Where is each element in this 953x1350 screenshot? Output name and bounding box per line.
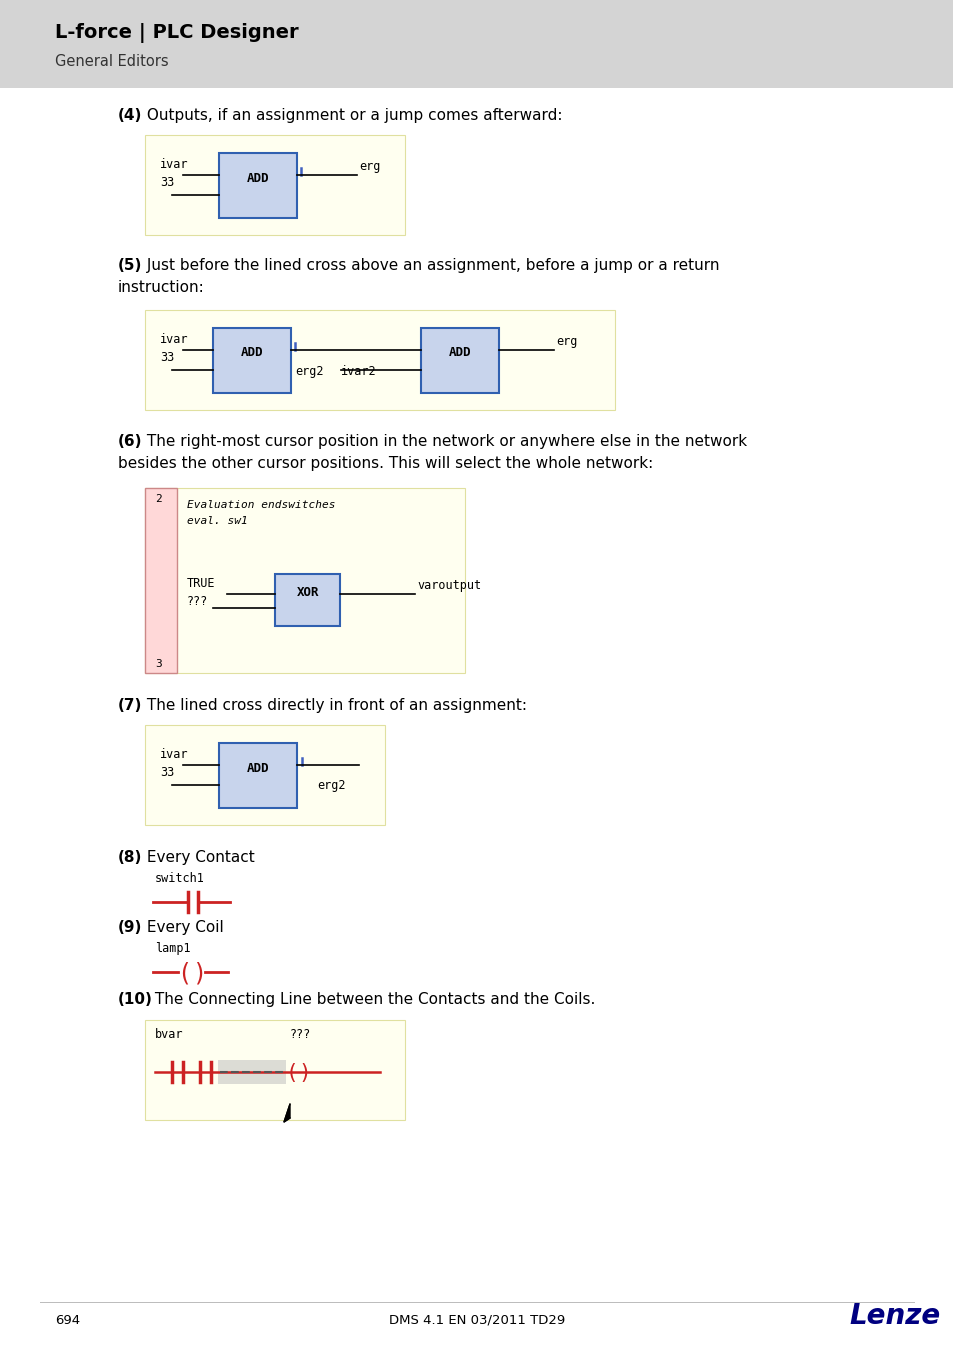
Text: (9): (9) xyxy=(118,919,142,936)
Text: erg2: erg2 xyxy=(316,779,345,792)
Text: Evaluation endswitches: Evaluation endswitches xyxy=(187,500,335,510)
Text: (10): (10) xyxy=(118,992,152,1007)
Text: Lenze: Lenze xyxy=(848,1301,940,1330)
Bar xyxy=(213,328,291,393)
Bar xyxy=(219,153,296,217)
Text: ivar: ivar xyxy=(160,158,189,171)
Text: The lined cross directly in front of an assignment:: The lined cross directly in front of an … xyxy=(142,698,527,713)
Text: (5): (5) xyxy=(118,258,142,273)
Text: ): ) xyxy=(192,961,206,986)
Text: erg2: erg2 xyxy=(294,364,323,378)
Text: L-force | PLC Designer: L-force | PLC Designer xyxy=(55,23,298,43)
Text: eval. sw1: eval. sw1 xyxy=(187,516,248,526)
Text: ???: ??? xyxy=(187,595,208,608)
Text: ): ) xyxy=(297,1062,311,1083)
Bar xyxy=(145,135,405,235)
Text: varoutput: varoutput xyxy=(417,579,481,593)
Text: 2: 2 xyxy=(155,494,162,504)
Text: 33: 33 xyxy=(160,176,174,189)
Text: DMS 4.1 EN 03/2011 TD29: DMS 4.1 EN 03/2011 TD29 xyxy=(389,1314,564,1327)
Text: ivar: ivar xyxy=(160,748,189,761)
Text: lamp1: lamp1 xyxy=(154,942,191,954)
Text: Every Coil: Every Coil xyxy=(142,919,224,936)
Text: 694: 694 xyxy=(55,1314,80,1327)
Bar xyxy=(145,725,385,825)
Text: 3: 3 xyxy=(155,659,162,670)
Text: (: ( xyxy=(286,1062,298,1083)
Polygon shape xyxy=(284,1104,290,1122)
Text: ADD: ADD xyxy=(240,347,263,359)
Text: General Editors: General Editors xyxy=(55,54,169,69)
Text: bvar: bvar xyxy=(154,1027,183,1041)
Text: 33: 33 xyxy=(160,351,174,364)
Text: erg: erg xyxy=(556,335,577,348)
Text: XOR: XOR xyxy=(296,586,319,599)
Bar xyxy=(218,1060,286,1084)
Bar xyxy=(420,328,498,393)
Text: ivar: ivar xyxy=(160,333,189,346)
Bar xyxy=(275,574,340,626)
Text: ADD: ADD xyxy=(448,347,471,359)
Text: TRUE: TRUE xyxy=(187,576,215,590)
Text: (7): (7) xyxy=(118,698,142,713)
Text: The right-most cursor position in the network or anywhere else in the network: The right-most cursor position in the ne… xyxy=(142,433,747,450)
Bar xyxy=(145,487,177,674)
Bar xyxy=(219,743,296,807)
Text: (8): (8) xyxy=(118,850,142,865)
Text: Just before the lined cross above an assignment, before a jump or a return: Just before the lined cross above an ass… xyxy=(142,258,720,273)
Text: 33: 33 xyxy=(160,765,174,779)
Text: Outputs, if an assignment or a jump comes afterward:: Outputs, if an assignment or a jump come… xyxy=(142,108,562,123)
Text: (: ( xyxy=(177,961,191,986)
Text: Every Contact: Every Contact xyxy=(142,850,255,865)
Text: The Connecting Line between the Contacts and the Coils.: The Connecting Line between the Contacts… xyxy=(150,992,595,1007)
Text: ???: ??? xyxy=(290,1027,311,1041)
Text: besides the other cursor positions. This will select the whole network:: besides the other cursor positions. This… xyxy=(118,456,653,471)
Bar xyxy=(145,1021,405,1120)
Text: instruction:: instruction: xyxy=(118,279,205,296)
Text: switch1: switch1 xyxy=(154,872,205,886)
Bar xyxy=(145,487,464,674)
Text: (4): (4) xyxy=(118,108,142,123)
Text: (6): (6) xyxy=(118,433,142,450)
Text: ivar2: ivar2 xyxy=(340,364,376,378)
Bar xyxy=(145,310,615,410)
Text: ADD: ADD xyxy=(247,171,269,185)
Text: erg: erg xyxy=(358,161,380,173)
Bar xyxy=(0,0,953,88)
Text: ADD: ADD xyxy=(247,761,269,775)
